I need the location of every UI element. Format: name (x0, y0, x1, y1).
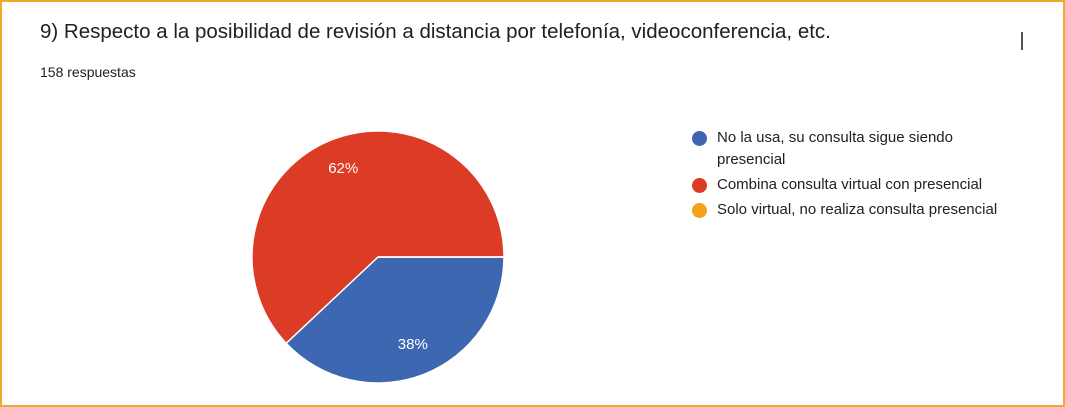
chart-title: 9) Respecto a la posibilidad de revisión… (40, 20, 831, 43)
legend-swatch (692, 178, 707, 193)
legend: No la usa, su consulta sigue siendo pres… (690, 129, 1022, 226)
legend-item: Combina consulta virtual con presencial (690, 176, 1022, 196)
legend-item: No la usa, su consulta sigue siendo pres… (690, 129, 1022, 171)
legend-label: Solo virtual, no realiza consulta presen… (717, 201, 998, 218)
legend-item: Solo virtual, no realiza consulta presen… (690, 201, 1022, 221)
pie-slice (251, 130, 505, 345)
legend-swatch (692, 203, 707, 218)
pie-slice (285, 256, 505, 384)
scrollbar (1021, 32, 1023, 50)
legend-label: Combina consulta virtual con presencial (717, 176, 983, 193)
data-label: 38% (398, 336, 428, 353)
legend-swatch (692, 131, 707, 146)
legend-label: No la usa, su consulta sigue siendo pres… (717, 129, 953, 168)
chart-subtitle: 158 respuestas (40, 64, 136, 80)
data-label: 62% (328, 160, 358, 177)
